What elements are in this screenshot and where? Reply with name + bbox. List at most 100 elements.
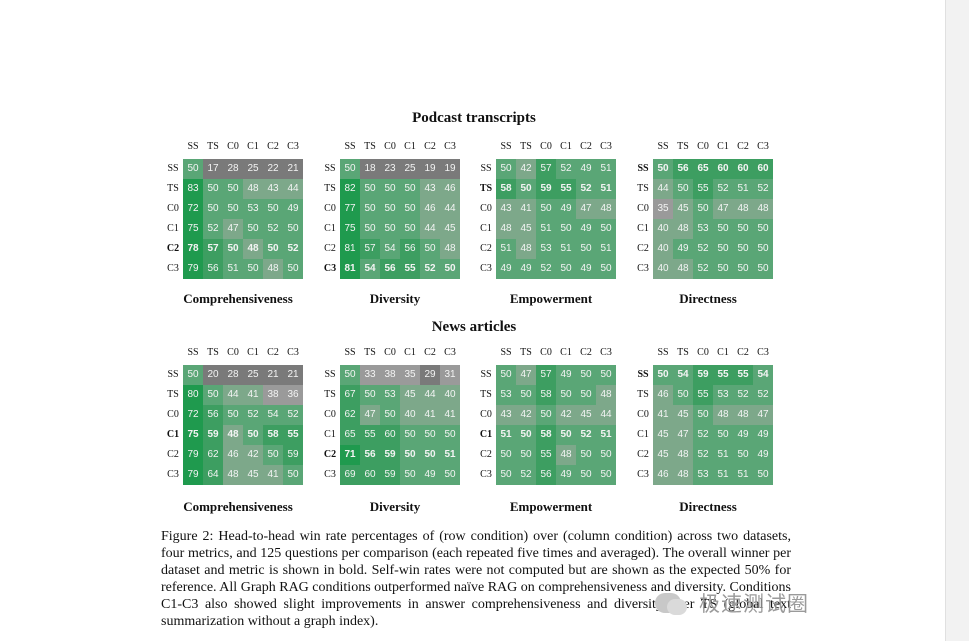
heatmap-cell: 51 [440, 445, 460, 465]
heatmap-cell: 20 [203, 365, 223, 385]
heatmap-cell: 62 [340, 405, 360, 425]
heatmap-cell: 52 [693, 259, 713, 279]
watermark: 极速测试圈 [655, 588, 809, 618]
heatmap-cell: 49 [556, 465, 576, 485]
heatmap-cell: 50 [223, 405, 243, 425]
heatmap-cell: 43 [263, 179, 283, 199]
heatmap-cell: 59 [283, 445, 303, 465]
heatmap-cell: 50 [400, 465, 420, 485]
heatmap-cell: 42 [516, 405, 536, 425]
heatmap-cell: 81 [340, 259, 360, 279]
heatmap-cell: 49 [420, 465, 440, 485]
heatmap-cell: 45 [653, 425, 673, 445]
heatmap-cell: 45 [653, 445, 673, 465]
heatmap-cell: 79 [183, 259, 203, 279]
heatmap-cell: 71 [340, 445, 360, 465]
heatmap-cell: 52 [420, 259, 440, 279]
heatmap-cell: 50 [340, 365, 360, 385]
heatmap-cell: 48 [496, 219, 516, 239]
heatmap-cell: 56 [203, 405, 223, 425]
heatmap-cell: 79 [183, 465, 203, 485]
heatmap-cell: 50 [673, 179, 693, 199]
heatmap-cell: 50 [263, 239, 283, 259]
heatmap-cell: 50 [693, 405, 713, 425]
heatmap-cell: 50 [203, 199, 223, 219]
heatmap-cell: 47 [223, 219, 243, 239]
heatmap-cell: 49 [753, 425, 773, 445]
column-header: C2 [580, 141, 592, 152]
heatmap-cell: 57 [203, 239, 223, 259]
heatmap-cell: 49 [556, 199, 576, 219]
heatmap-cell: 50 [380, 219, 400, 239]
row-label: C2 [480, 243, 492, 254]
heatmap-cell: 72 [183, 199, 203, 219]
row-label: C2 [166, 243, 180, 254]
heatmap-cell: 50 [673, 385, 693, 405]
heatmap-cell: 59 [536, 179, 556, 199]
heatmap-cell: 77 [340, 199, 360, 219]
heatmap-cell: 17 [203, 159, 223, 179]
column-header: C1 [404, 141, 416, 152]
column-header: TS [520, 347, 532, 358]
heatmap-panel: SS TS C0 C1 C2 C3 SS 50 33 38 35 29 31 TS 67 50 53 45 44 40… [320, 347, 470, 522]
heatmap-cell: 44 [420, 385, 440, 405]
heatmap-cell: 52 [693, 425, 713, 445]
heatmap-cell: 48 [673, 259, 693, 279]
heatmap-cell: 52 [263, 219, 283, 239]
column-header: C3 [444, 141, 456, 152]
heatmap-cell: 52 [733, 385, 753, 405]
heatmap-cell: 42 [243, 445, 263, 465]
row-label: C0 [480, 409, 492, 420]
heatmap-cell: 28 [223, 159, 243, 179]
heatmap-cell: 38 [380, 365, 400, 385]
heatmap-cell: 22 [263, 159, 283, 179]
heatmap-cell: 50 [496, 445, 516, 465]
heatmap-cell: 50 [283, 259, 303, 279]
heatmap-cell: 40 [400, 405, 420, 425]
heatmap-cell: 41 [440, 405, 460, 425]
heatmap-cell: 65 [693, 159, 713, 179]
column-header: C0 [227, 141, 239, 152]
column-header: TS [364, 347, 376, 358]
heatmap-cell: 48 [263, 259, 283, 279]
heatmap-cell: 48 [673, 445, 693, 465]
heatmap-cell: 36 [283, 385, 303, 405]
heatmap-cell: 50 [440, 425, 460, 445]
heatmap-cell: 48 [243, 239, 263, 259]
heatmap-cell: 50 [753, 259, 773, 279]
heatmap-cell: 29 [420, 365, 440, 385]
heatmap-cell: 44 [440, 199, 460, 219]
heatmap-cell: 58 [536, 385, 556, 405]
heatmap-cell: 53 [243, 199, 263, 219]
heatmap-cell: 49 [753, 445, 773, 465]
heatmap-cell: 50 [223, 239, 243, 259]
heatmap-cell: 50 [653, 365, 673, 385]
heatmap-cell: 50 [283, 219, 303, 239]
heatmap-cell: 56 [203, 259, 223, 279]
row-label: C0 [167, 409, 179, 420]
heatmap-cell: 47 [673, 425, 693, 445]
heatmap-cell: 21 [283, 365, 303, 385]
heatmap-cell: 43 [496, 405, 516, 425]
heatmap-cell: 50 [536, 199, 556, 219]
heatmap-cell: 51 [596, 159, 616, 179]
heatmap-cell: 50 [223, 179, 243, 199]
heatmap-cell: 33 [360, 365, 380, 385]
column-header: C3 [757, 141, 769, 152]
row-label: C1 [167, 223, 179, 234]
column-header: TS [207, 347, 219, 358]
heatmap-cell: 52 [713, 179, 733, 199]
heatmap-cell: 47 [360, 405, 380, 425]
row-label: C1 [324, 223, 336, 234]
heatmap-cell: 52 [753, 179, 773, 199]
column-header: C2 [737, 347, 749, 358]
heatmap-cell: 50 [400, 445, 420, 465]
heatmap-cell: 50 [753, 465, 773, 485]
row-label: C0 [324, 203, 336, 214]
heatmap-cell: 69 [340, 465, 360, 485]
column-header: SS [500, 141, 512, 152]
heatmap-cell: 79 [183, 445, 203, 465]
viewer-scrollbar[interactable] [945, 0, 969, 641]
heatmap-cell: 55 [693, 385, 713, 405]
heatmap-cell: 51 [596, 425, 616, 445]
